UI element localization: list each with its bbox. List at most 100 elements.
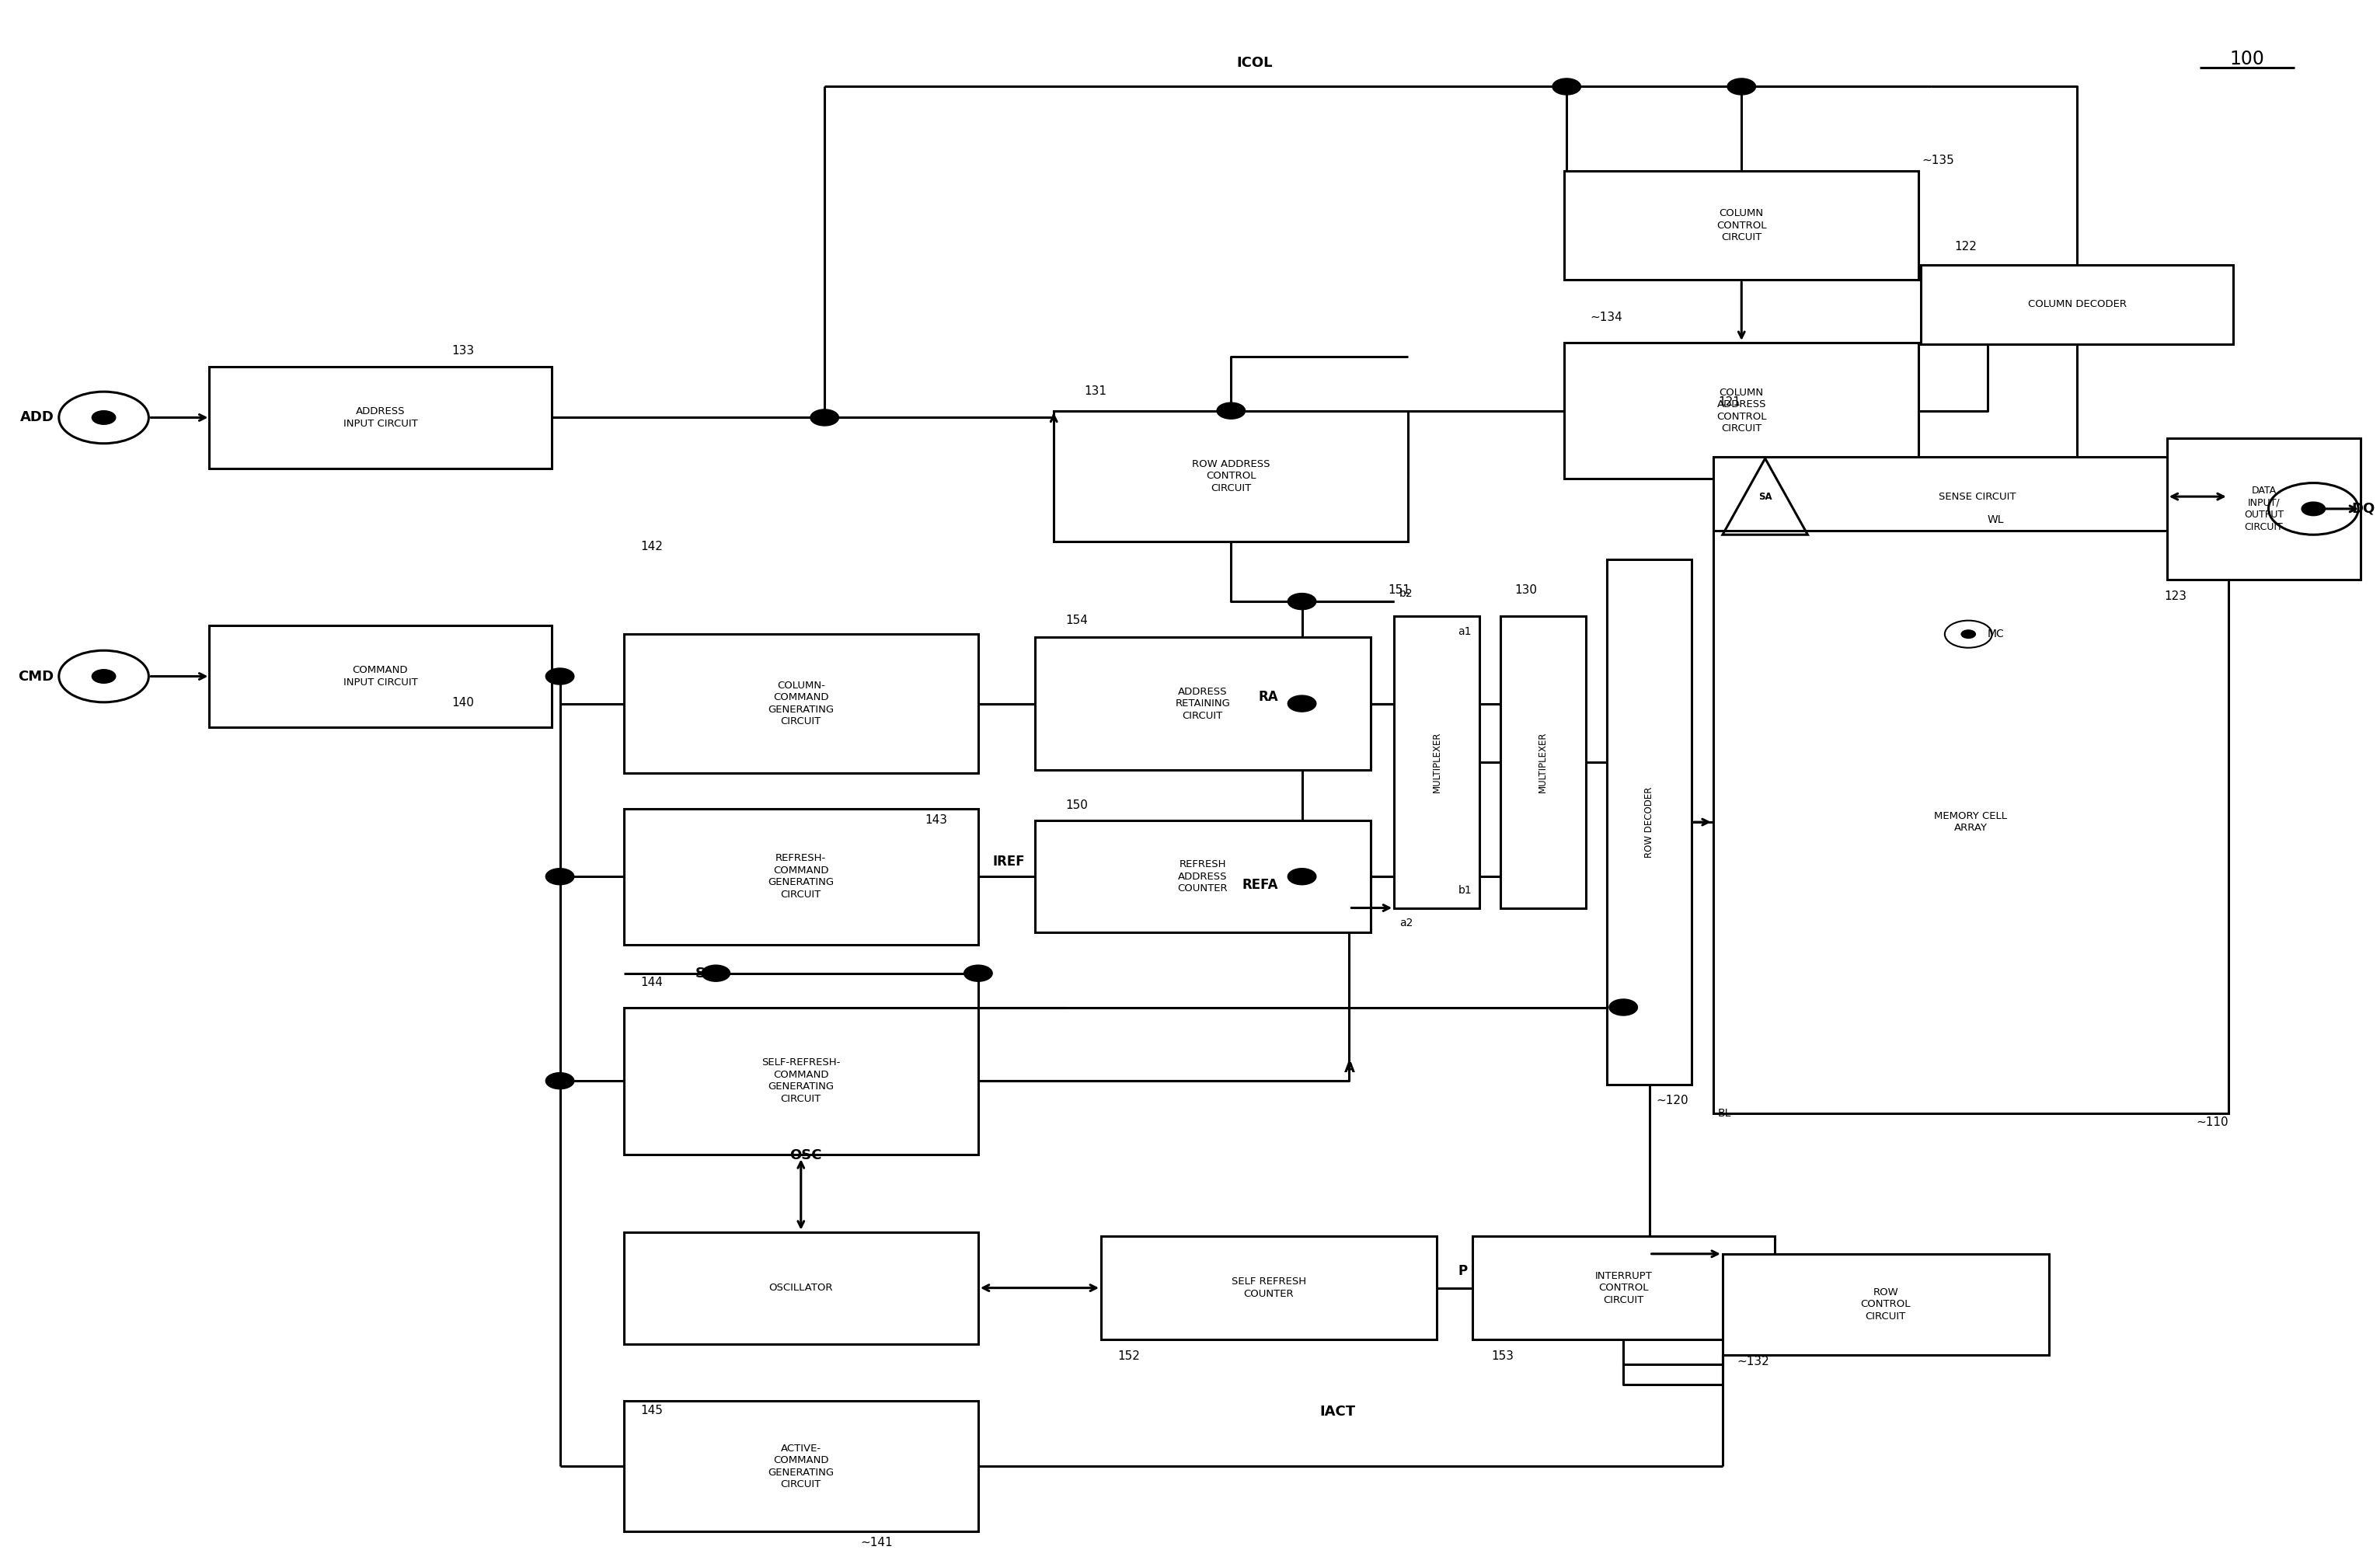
Bar <box>624 634 978 774</box>
Text: ROW ADDRESS
CONTROL
CIRCUIT: ROW ADDRESS CONTROL CIRCUIT <box>1192 459 1271 494</box>
Text: MEMORY CELL
ARRAY: MEMORY CELL ARRAY <box>1935 811 2006 833</box>
Text: SR: SR <box>695 967 716 981</box>
Bar <box>1035 821 1371 933</box>
Text: ADD: ADD <box>19 411 55 425</box>
Bar <box>624 1401 978 1532</box>
Text: REFRESH
ADDRESS
COUNTER: REFRESH ADDRESS COUNTER <box>1178 859 1228 894</box>
Text: 145: 145 <box>640 1404 662 1417</box>
Text: ROW
CONTROL
CIRCUIT: ROW CONTROL CIRCUIT <box>1861 1288 1911 1322</box>
Circle shape <box>93 670 117 684</box>
Bar <box>1714 531 2228 1113</box>
Text: a1: a1 <box>1459 626 1471 637</box>
Text: DQ: DQ <box>2351 501 2375 515</box>
Circle shape <box>1288 869 1316 884</box>
Text: 121: 121 <box>1718 397 1740 408</box>
Text: A: A <box>1345 1062 1354 1076</box>
Text: ADDRESS
INPUT CIRCUIT: ADDRESS INPUT CIRCUIT <box>343 406 416 428</box>
Text: CMD: CMD <box>19 670 55 684</box>
Text: 122: 122 <box>1954 241 1978 252</box>
Text: SELF-REFRESH-
COMMAND
GENERATING
CIRCUIT: SELF-REFRESH- COMMAND GENERATING CIRCUIT <box>762 1057 840 1104</box>
Bar <box>1723 1253 2049 1355</box>
Text: REFA: REFA <box>1242 878 1278 892</box>
Text: ~110: ~110 <box>2197 1116 2228 1127</box>
Circle shape <box>809 409 838 425</box>
Bar <box>624 1007 978 1154</box>
Text: 150: 150 <box>1066 800 1088 811</box>
Bar <box>209 366 552 469</box>
Bar <box>1054 411 1409 542</box>
Text: COLUMN DECODER: COLUMN DECODER <box>2028 299 2125 310</box>
Text: MC: MC <box>1987 629 2004 640</box>
Circle shape <box>545 668 574 685</box>
Text: IACT: IACT <box>1319 1404 1354 1418</box>
Circle shape <box>2301 501 2325 515</box>
Bar <box>2166 438 2361 579</box>
Text: COMMAND
INPUT CIRCUIT: COMMAND INPUT CIRCUIT <box>343 665 416 688</box>
Text: ADDRESS
RETAINING
CIRCUIT: ADDRESS RETAINING CIRCUIT <box>1176 687 1230 721</box>
Text: RA: RA <box>1259 690 1278 704</box>
Text: SA: SA <box>1759 492 1773 501</box>
Text: ~141: ~141 <box>862 1537 892 1549</box>
Circle shape <box>1609 1000 1637 1015</box>
Text: ~135: ~135 <box>1921 154 1954 167</box>
Circle shape <box>1961 631 1975 638</box>
Bar <box>1102 1236 1438 1339</box>
Text: · · · · · · · · · ·: · · · · · · · · · · <box>2035 338 2121 352</box>
Bar <box>1035 637 1371 771</box>
Text: BL: BL <box>1718 1109 1730 1119</box>
Text: MULTIPLEXER: MULTIPLEXER <box>1433 732 1442 793</box>
Text: MULTIPLEXER: MULTIPLEXER <box>1537 732 1547 793</box>
Text: ~132: ~132 <box>1737 1356 1768 1367</box>
Bar <box>1499 617 1585 908</box>
Text: 133: 133 <box>452 344 474 357</box>
Circle shape <box>702 965 731 981</box>
Text: b2: b2 <box>1399 589 1414 599</box>
Circle shape <box>1552 78 1580 95</box>
Text: INTERRUPT
CONTROL
CIRCUIT: INTERRUPT CONTROL CIRCUIT <box>1595 1271 1652 1305</box>
Text: P: P <box>1459 1264 1468 1278</box>
Text: ICOL: ICOL <box>1238 56 1273 70</box>
Text: COLUMN
ADDRESS
CONTROL
CIRCUIT: COLUMN ADDRESS CONTROL CIRCUIT <box>1716 388 1766 434</box>
Text: DATA
INPUT/
OUTPUT
CIRCUIT: DATA INPUT/ OUTPUT CIRCUIT <box>2244 486 2285 532</box>
Bar <box>1606 559 1692 1085</box>
Text: 151: 151 <box>1388 584 1411 596</box>
Text: 154: 154 <box>1066 615 1088 626</box>
Bar <box>1921 265 2232 344</box>
Bar <box>624 1232 978 1344</box>
Circle shape <box>545 1073 574 1088</box>
Text: 140: 140 <box>452 698 474 708</box>
Circle shape <box>545 869 574 884</box>
Circle shape <box>1216 403 1245 419</box>
Text: ~134: ~134 <box>1590 311 1623 324</box>
Text: 152: 152 <box>1119 1350 1140 1362</box>
Bar <box>624 808 978 945</box>
Bar <box>1564 343 1918 480</box>
Bar <box>1395 617 1480 908</box>
Bar <box>1564 171 1918 280</box>
Circle shape <box>93 411 117 425</box>
Text: 130: 130 <box>1514 584 1537 596</box>
Circle shape <box>1728 78 1756 95</box>
Text: SELF REFRESH
COUNTER: SELF REFRESH COUNTER <box>1230 1277 1307 1299</box>
Text: REFRESH-
COMMAND
GENERATING
CIRCUIT: REFRESH- COMMAND GENERATING CIRCUIT <box>769 853 833 900</box>
Text: 143: 143 <box>926 814 947 825</box>
Text: COLUMN-
COMMAND
GENERATING
CIRCUIT: COLUMN- COMMAND GENERATING CIRCUIT <box>769 680 833 727</box>
Circle shape <box>964 965 992 981</box>
Text: b1: b1 <box>1459 884 1471 895</box>
Text: SENSE CIRCUIT: SENSE CIRCUIT <box>1925 492 2016 501</box>
Bar <box>1473 1236 1775 1339</box>
Text: 144: 144 <box>640 976 662 989</box>
Text: 123: 123 <box>2163 590 2187 603</box>
Text: 131: 131 <box>1085 386 1107 397</box>
Text: OSC: OSC <box>790 1149 821 1163</box>
Text: 153: 153 <box>1490 1350 1514 1362</box>
Bar <box>1714 458 2228 536</box>
Text: a2: a2 <box>1399 917 1414 928</box>
Text: OSCILLATOR: OSCILLATOR <box>769 1283 833 1292</box>
Bar <box>209 626 552 727</box>
Text: COLUMN
CONTROL
CIRCUIT: COLUMN CONTROL CIRCUIT <box>1716 209 1766 243</box>
Text: ACTIVE-
COMMAND
GENERATING
CIRCUIT: ACTIVE- COMMAND GENERATING CIRCUIT <box>769 1443 833 1490</box>
Text: 100: 100 <box>2230 50 2266 69</box>
Text: 142: 142 <box>640 540 662 553</box>
Text: ~120: ~120 <box>1656 1095 1690 1105</box>
